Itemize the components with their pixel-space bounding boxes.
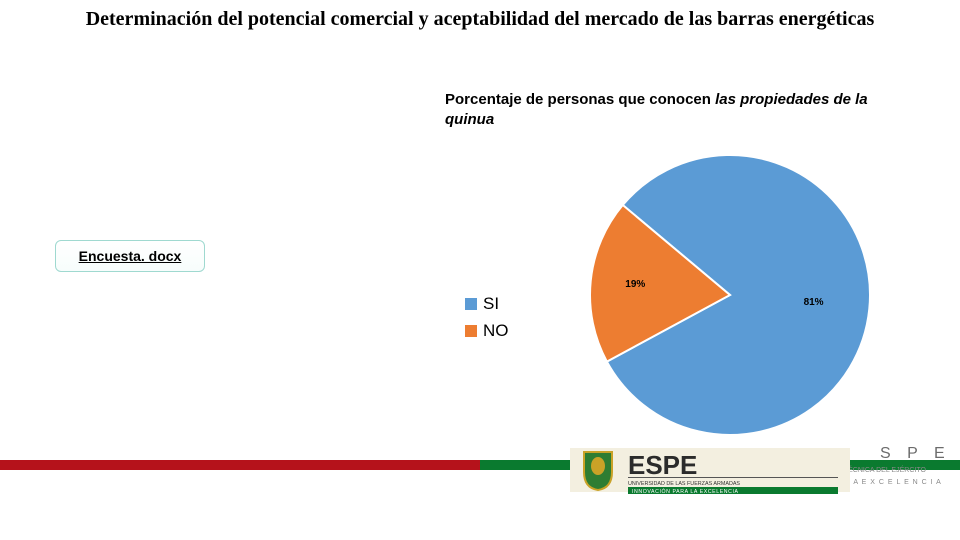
pie-chart: 19% 81% [590, 155, 870, 435]
logo-main-text: ESPE [628, 450, 697, 480]
logo-ghost: S P E [880, 445, 950, 462]
legend-item-no: NO [465, 317, 509, 344]
legend-swatch-si [465, 298, 477, 310]
footer-bar-red [0, 460, 480, 470]
logo-sub2: INNOVACIÓN PARA LA EXCELENCIA [632, 488, 739, 495]
chart-title-italic-2: quinua [445, 111, 494, 128]
encuesta-link-button[interactable]: Encuesta. docx [55, 240, 205, 272]
legend-label-no: NO [483, 317, 509, 344]
pie-label-no: 19% [625, 279, 645, 290]
encuesta-link-label: Encuesta. docx [79, 248, 182, 264]
slide-title: Determinación del potencial comercial y … [80, 6, 880, 33]
espe-logo-svg: S P E LITÉCNICA DEL EJÉRCITO A L A E X C… [570, 444, 950, 496]
logo-ghost2: LITÉCNICA DEL EJÉRCITO [838, 465, 926, 474]
chart-title-italic-1: las propiedades de la [715, 91, 868, 108]
logo-ghost3: A L A E X C E L E N C I A [838, 479, 942, 486]
legend-item-si: SI [465, 290, 509, 317]
legend-label-si: SI [483, 290, 499, 317]
legend-swatch-no [465, 325, 477, 337]
chart-title: Porcentaje de personas que conocen las p… [445, 90, 945, 129]
chart-title-lead: Porcentaje de personas que conocen [445, 91, 715, 108]
espe-logo: S P E LITÉCNICA DEL EJÉRCITO A L A E X C… [570, 444, 950, 496]
logo-sub1: UNIVERSIDAD DE LAS FUERZAS ARMADAS [628, 481, 740, 487]
pie-label-si: 81% [804, 297, 824, 308]
slide-root: { "title": "Determinación del potencial … [0, 0, 960, 540]
chart-legend: SI NO [465, 290, 509, 344]
pie-svg [590, 155, 870, 435]
